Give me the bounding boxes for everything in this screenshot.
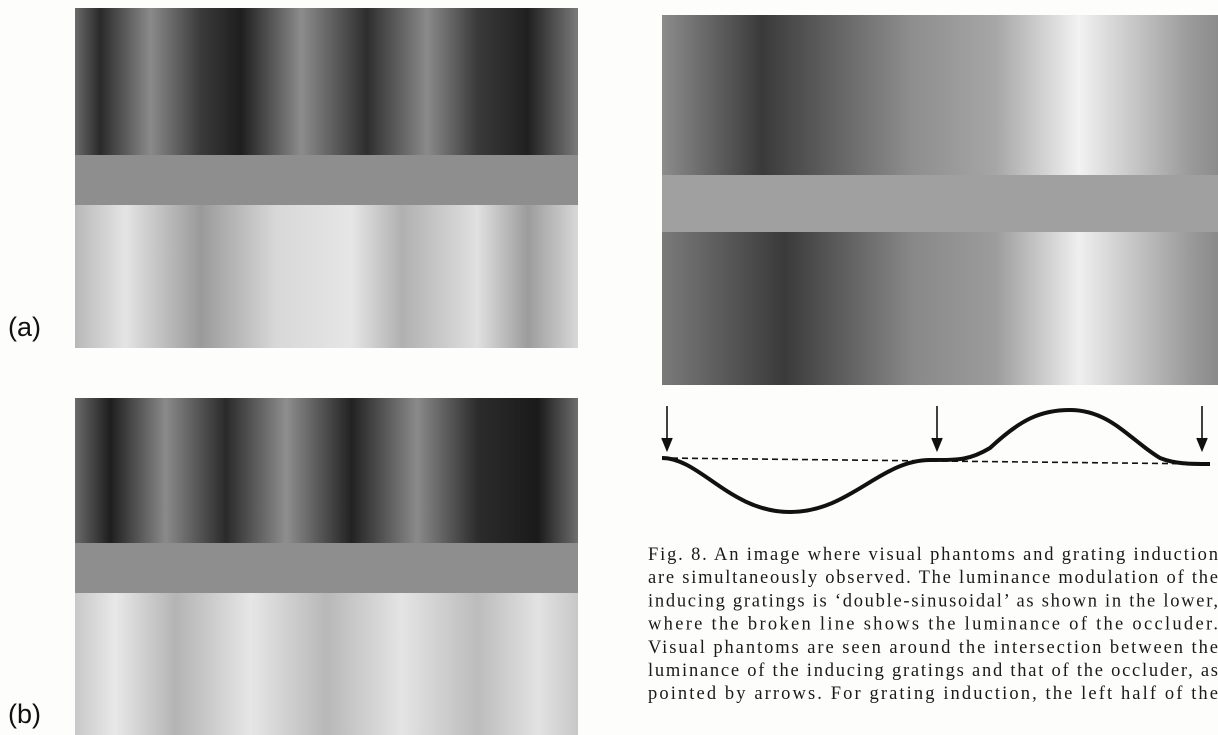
occluder — [662, 175, 1218, 232]
label-a: (a) — [8, 312, 41, 342]
caption-line: pointed by arrows. For grating induction… — [648, 684, 1218, 704]
caption-line: are simultaneously observed. The luminan… — [648, 568, 1218, 588]
caption-line: Fig. 8. An image where visual phantoms a… — [648, 545, 1218, 565]
light-grating — [75, 205, 578, 348]
arrows — [662, 406, 1207, 450]
lower-grating — [662, 232, 1218, 385]
figure-right — [662, 15, 1218, 385]
caption-line: Visual phantoms are seen around the inte… — [648, 638, 1218, 658]
page: {"figure_labels": {"a": "(a)", "b": "(b)… — [0, 0, 1218, 735]
upper-grating — [662, 15, 1218, 175]
page-body: (a) (b) Fig. 8. An image where visual ph… — [0, 0, 1218, 735]
dark-grating — [75, 8, 578, 155]
dark-grating — [75, 398, 578, 543]
caption-line: where the broken line shows the luminanc… — [648, 615, 1218, 635]
occluder — [75, 155, 578, 205]
caption: Fig. 8. An image where visual phantoms a… — [648, 545, 1218, 704]
caption-line: inducing gratings is ‘double-sinusoidal’… — [648, 591, 1218, 611]
figure-page: (a) (b) Fig. 8. An image where visual ph… — [0, 0, 1218, 735]
luminance-profile — [662, 406, 1210, 512]
figure-b — [75, 398, 578, 735]
occluder — [75, 543, 578, 593]
label-b: (b) — [8, 699, 41, 729]
profile-curve — [662, 410, 1210, 512]
light-grating — [75, 593, 578, 735]
caption-line: luminance of the inducing gratings and t… — [648, 661, 1218, 681]
figure-a — [75, 8, 578, 348]
